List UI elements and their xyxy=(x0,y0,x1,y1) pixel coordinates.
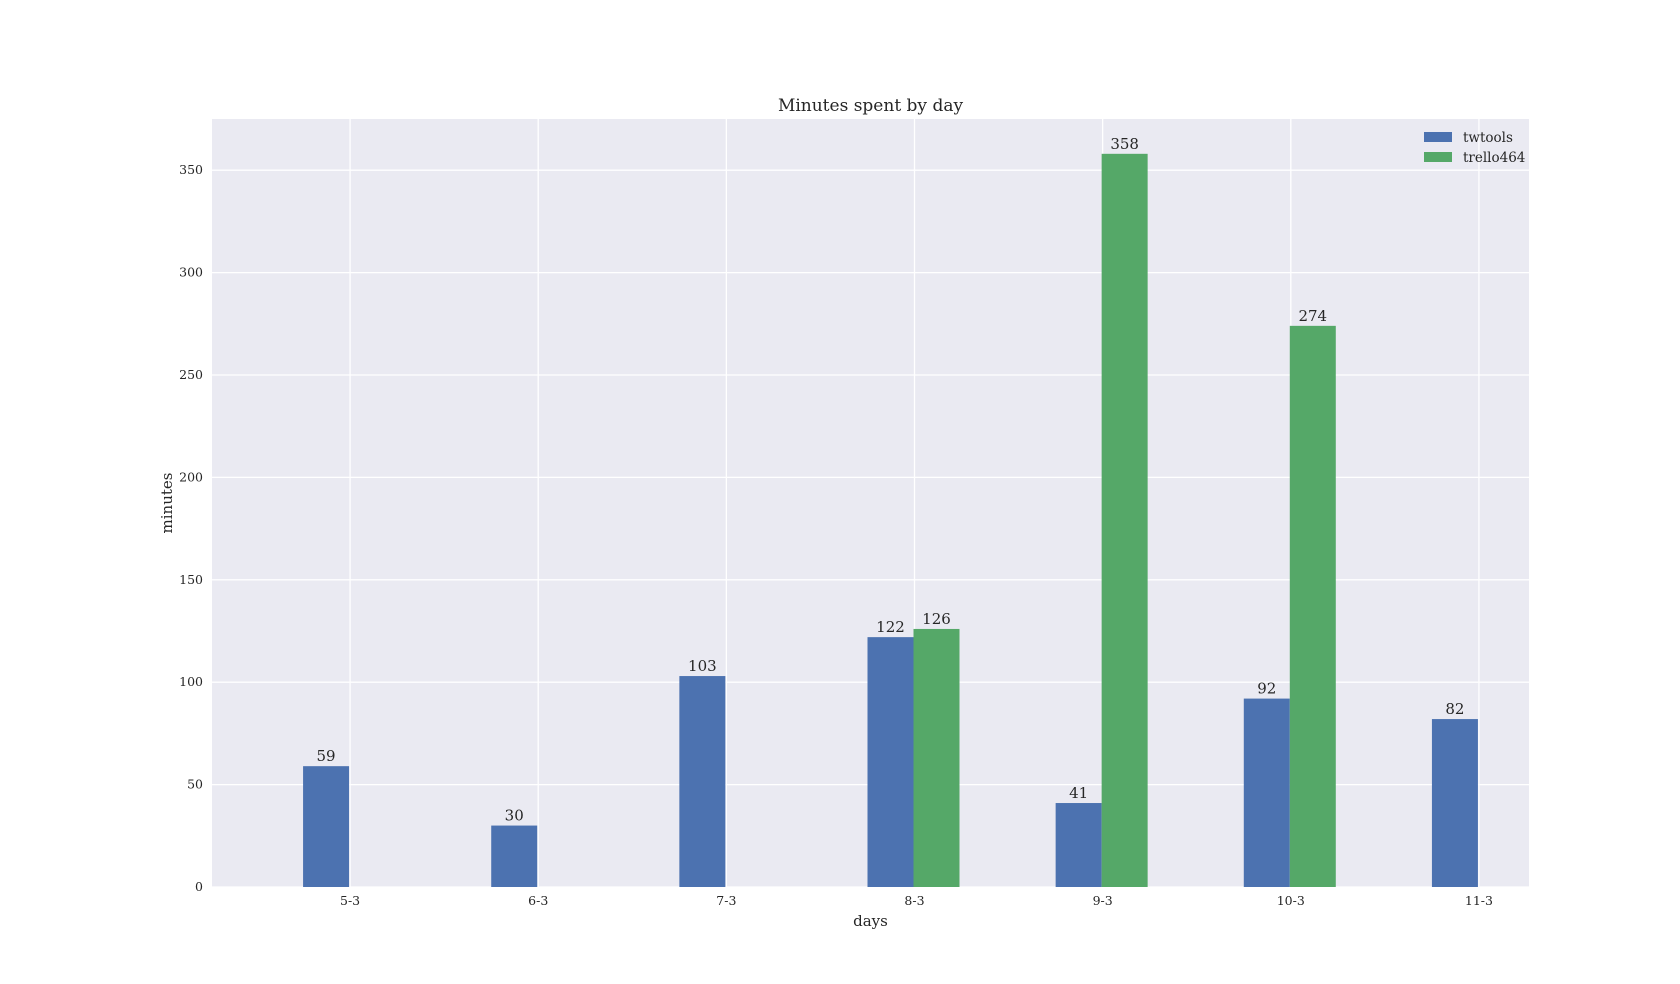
bar-twtools-8-3 xyxy=(867,637,914,887)
legend-swatch-trello464 xyxy=(1424,152,1452,162)
y-tick-label: 200 xyxy=(179,469,203,484)
bar-value-label: 103 xyxy=(688,657,717,675)
x-tick-label: 7-3 xyxy=(716,893,736,908)
x-tick-label: 9-3 xyxy=(1093,893,1113,908)
y-tick-label: 350 xyxy=(179,162,203,177)
bar-value-label: 82 xyxy=(1445,700,1464,718)
y-tick-label: 50 xyxy=(187,777,203,792)
x-tick-label: 10-3 xyxy=(1277,893,1305,908)
legend-label-trello464: trello464 xyxy=(1463,150,1525,166)
bar-value-label: 59 xyxy=(317,747,336,765)
bar-twtools-5-3 xyxy=(303,766,350,887)
x-tick-label: 5-3 xyxy=(340,893,360,908)
bar-value-label: 126 xyxy=(922,610,951,628)
bar-value-label: 30 xyxy=(505,807,524,825)
legend-label-twtools: twtools xyxy=(1463,130,1513,146)
y-tick-label: 100 xyxy=(179,674,203,689)
y-axis-label: minutes xyxy=(158,473,176,534)
bar-label-layer: 59 30 103 122 41 92 82 126 358 274 xyxy=(317,135,1465,825)
x-tick-label: 6-3 xyxy=(528,893,548,908)
bar-twtools-10-3 xyxy=(1243,698,1290,887)
bar-twtools-11-3 xyxy=(1431,719,1478,887)
x-axis-label: days xyxy=(853,912,888,930)
legend-swatch-twtools xyxy=(1424,132,1452,142)
y-tick-label: 0 xyxy=(195,879,203,894)
bar-value-label: 274 xyxy=(1298,307,1327,325)
bar-value-label: 41 xyxy=(1069,784,1088,802)
y-tick-label: 150 xyxy=(179,572,203,587)
bar-twtools-7-3 xyxy=(679,676,726,887)
chart-title-group: Minutes spent by day xyxy=(778,96,964,116)
legend: twtools trello464 xyxy=(1424,130,1525,166)
x-tick-label: 8-3 xyxy=(904,893,924,908)
bar-twtools-9-3 xyxy=(1055,803,1102,887)
bar-trello464-8-3 xyxy=(913,628,960,887)
bar-value-label: 358 xyxy=(1110,135,1139,153)
bar-trello464-10-3 xyxy=(1289,325,1336,887)
y-tick-label: 250 xyxy=(179,367,203,382)
bar-twtools-6-3 xyxy=(491,825,538,887)
bar-layer xyxy=(303,153,1478,888)
y-axis-ticks: 0 50 100 150 200 250 300 350 xyxy=(179,162,203,894)
y-tick-label: 300 xyxy=(179,265,203,280)
bar-value-label: 122 xyxy=(876,618,905,636)
bar-trello464-9-3 xyxy=(1101,153,1148,888)
chart-title: Minutes spent by day xyxy=(778,96,964,116)
x-tick-label: 11-3 xyxy=(1465,893,1493,908)
bar-value-label: 92 xyxy=(1257,680,1276,698)
x-axis-ticks: 5-3 6-3 7-3 8-3 9-3 10-3 11-3 xyxy=(340,893,1493,908)
